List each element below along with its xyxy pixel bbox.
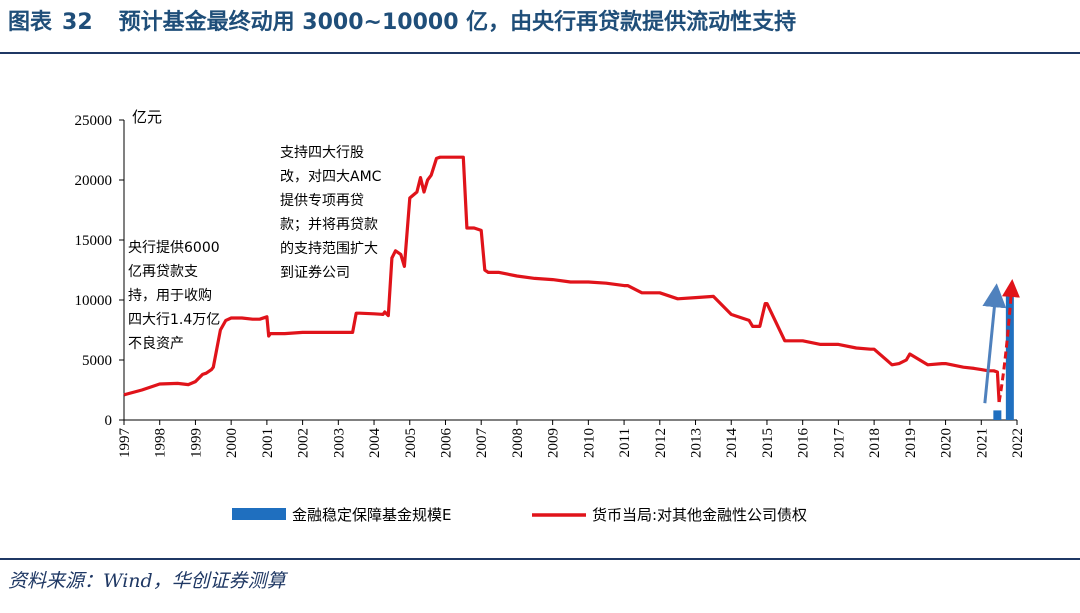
x-tick-label: 2001 (260, 428, 276, 458)
x-tick-label: 2017 (831, 428, 847, 459)
annotation-line: 的支持范围扩大 (280, 240, 378, 257)
figure-number: 32 (62, 10, 93, 35)
chart-legend: 金融稳定保障基金规模E 货币当局:对其他金融性公司债权 (232, 506, 807, 524)
figure-label: 图表 (8, 10, 53, 35)
x-tick-label: 2002 (296, 428, 312, 458)
y-tick-label: 20000 (75, 173, 113, 189)
x-tick-label: 2000 (224, 428, 240, 458)
x-tick-label: 2022 (1010, 428, 1026, 458)
y-tick-label: 10000 (75, 293, 113, 309)
chart-axes: 0 5000 10000 15000 20000 25000 亿元 1997 1998 1999 2… (75, 109, 1027, 458)
x-tick-label: 1998 (153, 428, 169, 458)
legend-label-line: 货币当局:对其他金融性公司债权 (592, 506, 807, 524)
annotation-line: 到证券公司 (280, 265, 350, 281)
source-note: 资料来源：Wind，华创证券测算 (8, 570, 286, 592)
annotation-line: 款；并将再贷款 (280, 217, 378, 233)
figure-title-text: 预计基金最终动用 3000~10000 亿，由央行再贷款提供流动性支持 (118, 10, 797, 35)
x-tick-label: 2021 (974, 428, 990, 458)
annotation-line: 持，用于收购 (128, 288, 212, 304)
y-tick-label: 0 (105, 413, 113, 429)
y-tick-label: 5000 (82, 353, 112, 369)
x-tick-label: 2020 (939, 428, 955, 458)
central-bank-claims-line (123, 155, 1001, 403)
x-tick-label: 2006 (438, 428, 454, 459)
annotation-line: 亿再贷款支 (128, 264, 198, 280)
chart: 0 5000 10000 15000 20000 25000 亿元 1997 1998 1999 2… (75, 109, 1027, 524)
x-tick-label: 2018 (867, 428, 883, 458)
x-tick-label: 2004 (367, 428, 383, 459)
annotation-line: 支持四大行股 (280, 145, 364, 161)
x-tick-label: 1997 (117, 428, 133, 459)
x-tick-label: 2005 (403, 428, 419, 458)
x-tick-label: 2003 (331, 428, 347, 458)
legend-label-bar: 金融稳定保障基金规模E (292, 506, 451, 524)
x-tick-label: 2012 (653, 428, 669, 458)
x-tick-label: 2015 (760, 428, 776, 458)
annotation-line: 不良资产 (128, 336, 184, 352)
annotation-line: 央行提供6000 (128, 240, 220, 256)
trend-arrow-red-dashed (997, 279, 1020, 403)
trend-arrow-blue (982, 283, 1007, 404)
fund-bar (1005, 290, 1014, 420)
x-tick-label: 2007 (474, 428, 490, 459)
x-tick-label: 2014 (724, 428, 740, 459)
x-tick-label: 2010 (581, 428, 597, 458)
y-unit-label: 亿元 (132, 109, 162, 126)
chart-plot-area (123, 155, 1020, 420)
x-tick-label: 2013 (689, 428, 705, 458)
x-tick-label: 2019 (903, 428, 919, 458)
x-tick-label: 2016 (796, 428, 812, 459)
title-divider (0, 52, 1080, 54)
x-tick-label: 2011 (617, 428, 633, 457)
y-tick-label: 25000 (75, 113, 113, 129)
y-tick-label: 15000 (75, 233, 113, 249)
fund-bar (993, 410, 1002, 420)
x-tick-label: 2009 (546, 428, 562, 458)
annotation-line: 提供专项再贷 (280, 193, 364, 209)
legend-swatch-bar (232, 508, 286, 520)
annotation-line: 改，对四大AMC (280, 169, 382, 185)
source-divider (0, 558, 1080, 560)
annotation-line: 四大行1.4万亿 (128, 312, 220, 328)
x-tick-label: 2008 (510, 428, 526, 458)
figure-title: 图表 32 预计基金最终动用 3000~10000 亿，由央行再贷款提供流动性支持 (8, 6, 796, 40)
x-tick-label: 1999 (188, 428, 204, 458)
